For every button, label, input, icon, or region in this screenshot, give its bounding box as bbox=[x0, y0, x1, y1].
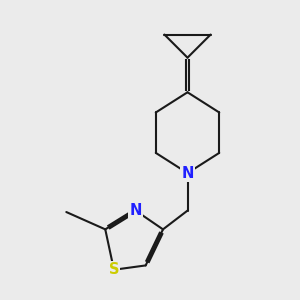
Text: N: N bbox=[129, 203, 142, 218]
Text: N: N bbox=[181, 166, 194, 181]
Text: S: S bbox=[109, 262, 119, 277]
